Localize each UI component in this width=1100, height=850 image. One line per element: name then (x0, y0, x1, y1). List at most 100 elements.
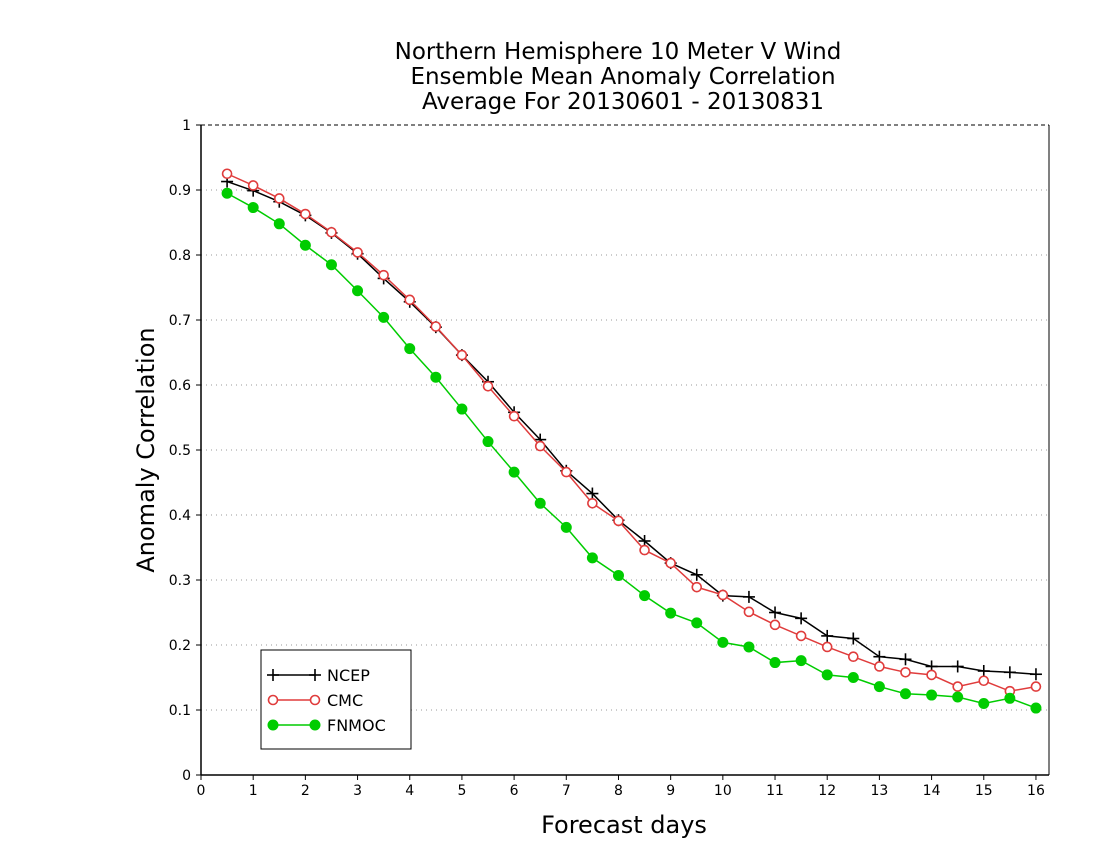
legend-label-ncep: NCEP (327, 666, 370, 685)
fnmoc-point-5 (352, 285, 364, 297)
fnmoc-point-3 (299, 239, 311, 251)
cmc-point-18 (691, 581, 703, 593)
cmc-point-24 (848, 651, 859, 663)
cmc-point-15 (613, 515, 624, 527)
cmc-point-10 (482, 380, 494, 392)
cmc-point-22 (795, 630, 807, 642)
y-tick-label-6: 0.6 (169, 378, 191, 394)
ncep-point-18 (690, 568, 703, 581)
x-tick-label-6: 6 (510, 783, 519, 799)
y-tick-label-4: 0.4 (169, 508, 191, 524)
cmc-point-19 (717, 589, 729, 601)
cmc-point-20 (743, 606, 755, 618)
cmc-point-26 (900, 666, 911, 678)
x-tick-label-14: 14 (923, 783, 941, 799)
cmc-point-25 (874, 661, 885, 672)
fnmoc-point-22 (795, 655, 807, 667)
cmc-point-21 (769, 619, 781, 631)
x-tick-label-10: 10 (714, 783, 732, 799)
x-axis-label: Forecast days (541, 811, 707, 839)
x-tick-label-15: 15 (975, 783, 993, 799)
x-tick-label-8: 8 (614, 783, 623, 799)
fnmoc-point-2 (273, 218, 285, 230)
x-tick-label-2: 2 (301, 783, 310, 799)
tick-labels: 00.10.20.30.40.50.60.70.80.910 1 2 3 4 5 6 7 8 9 1… (169, 118, 1045, 799)
cmc-point-7 (404, 294, 416, 306)
fnmoc-point-7 (404, 343, 416, 355)
fnmoc-point-28 (952, 691, 964, 703)
fnmoc-point-11 (508, 466, 520, 478)
series-cmc (221, 168, 1042, 697)
y-tick-label-0: 0 (182, 768, 191, 784)
cmc-point-0 (221, 168, 233, 180)
cmc-point-4 (326, 226, 337, 238)
legend-marker-end-fnmoc (309, 719, 321, 731)
y-tick-label-3: 0.3 (169, 573, 191, 589)
legend-marker-start-cmc (267, 694, 279, 706)
chart-title-line-3: Average For 20130601 - 20130831 (422, 89, 824, 115)
series-lines (221, 168, 1042, 714)
fnmoc-point-30 (1004, 692, 1016, 704)
cmc-point-23 (821, 641, 833, 653)
fnmoc-point-31 (1030, 702, 1042, 714)
chart-title-line-1: Northern Hemisphere 10 Meter V Wind (395, 39, 842, 65)
ncep-point-24 (847, 632, 860, 645)
y-tick-label-8: 0.8 (169, 248, 191, 264)
fnmoc-point-9 (456, 403, 468, 415)
fnmoc-point-13 (560, 521, 572, 533)
x-tick-label-4: 4 (405, 783, 414, 799)
fnmoc-point-20 (743, 641, 755, 653)
ncep-point-23 (821, 629, 834, 642)
cmc-point-17 (665, 557, 676, 569)
ncep-point-28 (951, 660, 964, 673)
fnmoc-point-6 (378, 311, 390, 323)
ncep-point-31 (1029, 668, 1042, 681)
ncep-point-30 (1003, 666, 1016, 679)
y-tick-label-5: 0.5 (169, 443, 191, 459)
x-tick-label-0: 0 (197, 783, 206, 799)
y-tick-label-7: 0.7 (169, 313, 191, 329)
cmc-point-9 (456, 349, 468, 361)
chart-title-line-2: Ensemble Mean Anomaly Correlation (410, 64, 835, 90)
fnmoc-point-10 (482, 436, 494, 448)
y-tick-label-1: 0.1 (169, 703, 191, 719)
fnmoc-point-26 (899, 688, 911, 700)
series-line-cmc (226, 173, 1037, 692)
legend-marker-start-ncep (267, 669, 279, 681)
legend-marker-start-fnmoc (267, 719, 279, 731)
fnmoc-point-17 (665, 607, 677, 619)
fnmoc-point-1 (247, 202, 259, 214)
legend-label-cmc: CMC (327, 691, 363, 710)
cmc-point-12 (534, 440, 546, 452)
fnmoc-point-21 (769, 657, 781, 669)
fnmoc-point-12 (534, 497, 546, 509)
x-tick-label-16: 16 (1027, 783, 1045, 799)
x-tick-label-9: 9 (666, 783, 675, 799)
cmc-point-3 (300, 208, 311, 220)
legend-marker-end-ncep (309, 669, 321, 681)
cmc-point-11 (508, 410, 520, 422)
legend-marker-end-cmc (309, 694, 321, 706)
ncep-point-14 (586, 487, 599, 500)
cmc-point-29 (978, 675, 990, 687)
cmc-point-16 (639, 544, 650, 556)
fnmoc-point-29 (978, 698, 990, 709)
x-tick-label-7: 7 (562, 783, 571, 799)
ncep-point-22 (795, 612, 808, 625)
legend-label-fnmoc: FNMOC (327, 716, 386, 735)
y-tick-label-9: 0.9 (169, 183, 191, 199)
y-axis-label: Anomaly Correlation (132, 327, 160, 572)
legend-entry-cmc: CMC (267, 691, 363, 710)
cmc-point-27 (926, 669, 937, 681)
ncep-point-21 (769, 606, 782, 619)
cmc-point-1 (247, 180, 259, 191)
series-fnmoc (221, 187, 1042, 714)
fnmoc-point-24 (847, 672, 859, 683)
legend-entry-fnmoc: FNMOC (267, 716, 386, 735)
series-line-fnmoc (226, 192, 1037, 709)
fnmoc-point-15 (612, 569, 624, 581)
cmc-point-8 (430, 321, 442, 332)
cmc-point-31 (1030, 681, 1042, 692)
cmc-point-28 (952, 681, 963, 692)
